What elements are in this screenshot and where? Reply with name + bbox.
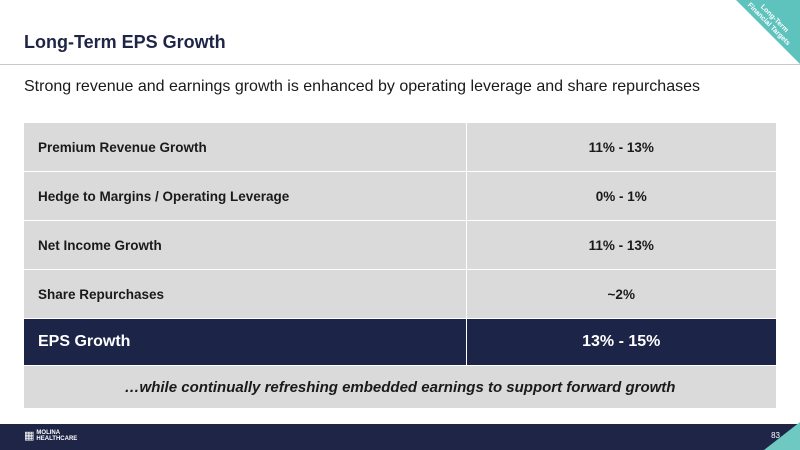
logo-icon: ▦ [24,430,35,442]
total-value: 13% - 15% [466,318,776,366]
row-value: ~2% [466,269,776,319]
company-logo: ▦ MOLINA HEALTHCARE [24,430,77,442]
row-value: 11% - 13% [466,220,776,270]
logo-line2: HEALTHCARE [36,436,78,442]
logo-line1: MOLINA [36,430,61,436]
row-value: 0% - 1% [466,171,776,221]
logo-text: MOLINA HEALTHCARE [36,430,77,442]
total-label: EPS Growth [24,318,467,366]
footer-bar: ▦ MOLINA HEALTHCARE 83 [0,422,800,450]
row-value: 11% - 13% [466,123,776,172]
row-label: Premium Revenue Growth [24,123,467,172]
table-row: Share Repurchases ~2% [24,269,776,319]
table-row: Premium Revenue Growth 11% - 13% [24,123,776,172]
corner-tag: Long-Term Financial Targets [736,0,800,64]
note-row: …while continually refreshing embedded e… [24,365,776,408]
corner-triangle [736,0,800,64]
table-row: Net Income Growth 11% - 13% [24,220,776,270]
row-label: Net Income Growth [24,220,467,270]
row-label: Hedge to Margins / Operating Leverage [24,171,467,221]
table-row: Hedge to Margins / Operating Leverage 0%… [24,171,776,221]
page-number: 83 [771,431,780,440]
subtitle: Strong revenue and earnings growth is en… [24,78,700,95]
page-title: Long-Term EPS Growth [24,32,226,52]
row-label: Share Repurchases [24,269,467,319]
total-row: EPS Growth 13% - 15% [24,318,776,366]
title-divider [0,64,800,65]
footnote-text: …while continually refreshing embedded e… [24,365,776,408]
footer-accent [764,422,800,450]
eps-growth-table: Premium Revenue Growth 11% - 13% Hedge t… [24,123,776,408]
